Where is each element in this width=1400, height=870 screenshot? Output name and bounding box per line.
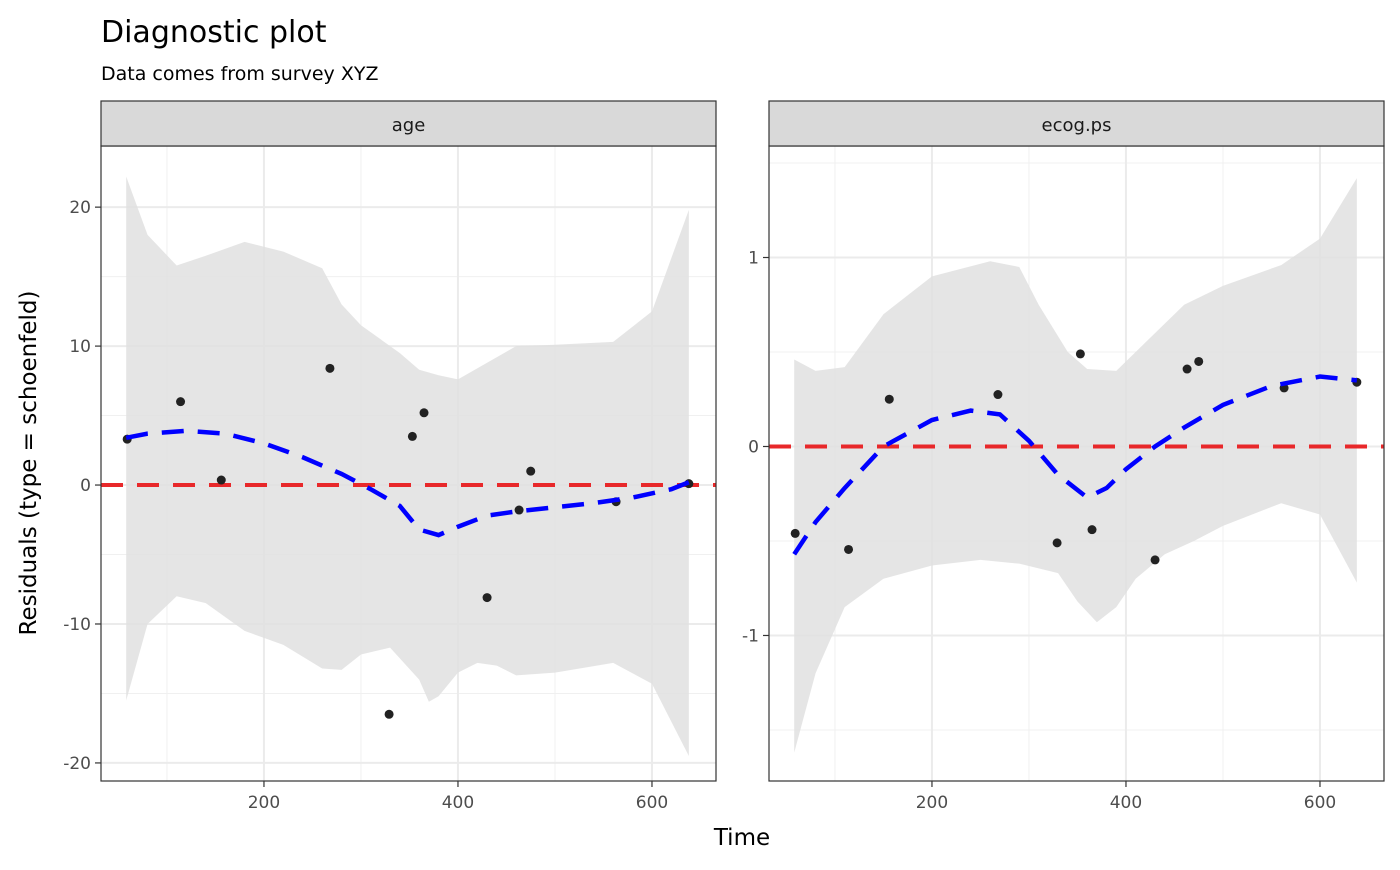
confidence-ribbon (794, 178, 1357, 753)
data-point (790, 528, 800, 538)
y-tick-label: 0 (80, 476, 91, 496)
data-point (419, 408, 429, 418)
y-tick-label: 1 (748, 249, 759, 269)
data-point (514, 505, 524, 515)
y-axis-label: Residuals (type = schoenfeld) (16, 291, 42, 636)
data-point (1052, 538, 1062, 548)
smooth-line (792, 374, 1358, 556)
x-tick-label: 400 (442, 793, 474, 813)
strip-label: age (392, 115, 426, 136)
data-point (1087, 525, 1097, 535)
data-point (325, 363, 335, 373)
x-tick-label: 200 (248, 793, 280, 813)
x-tick-label: 600 (1304, 793, 1336, 813)
data-point (884, 394, 894, 404)
data-point (526, 466, 536, 476)
y-tick-label: -20 (63, 754, 91, 774)
data-point (216, 475, 226, 485)
x-tick-label: 400 (1110, 793, 1142, 813)
y-tick-label: -1 (742, 626, 759, 646)
x-tick-label: 600 (636, 793, 668, 813)
chart-title: Diagnostic plot (101, 15, 327, 50)
strip-background (100, 100, 717, 147)
data-point (1182, 364, 1192, 374)
data-point (1194, 356, 1204, 366)
data-point (407, 431, 417, 441)
y-tick-label: 0 (748, 437, 759, 457)
strip-background (768, 100, 1385, 147)
confidence-ribbon (126, 176, 689, 756)
data-point (176, 397, 186, 407)
data-point (1150, 555, 1160, 565)
data-point (993, 390, 1003, 400)
data-point (384, 709, 394, 719)
chart-subtitle: Data comes from survey XYZ (101, 63, 378, 85)
y-tick-label: -10 (63, 615, 91, 635)
panel-age: age 200 400 600 -20 -10 0 10 20 (63, 100, 717, 813)
data-point (844, 544, 854, 554)
y-tick-label: 20 (69, 198, 91, 218)
panel-ecog-ps: ecog.ps 200 400 600 -1 0 1 (742, 100, 1385, 813)
data-point (1075, 349, 1085, 359)
strip-label: ecog.ps (1042, 115, 1112, 136)
x-axis-label: Time (713, 825, 770, 851)
y-tick-label: 10 (69, 337, 91, 357)
data-point (482, 593, 492, 603)
x-tick-label: 200 (916, 793, 948, 813)
